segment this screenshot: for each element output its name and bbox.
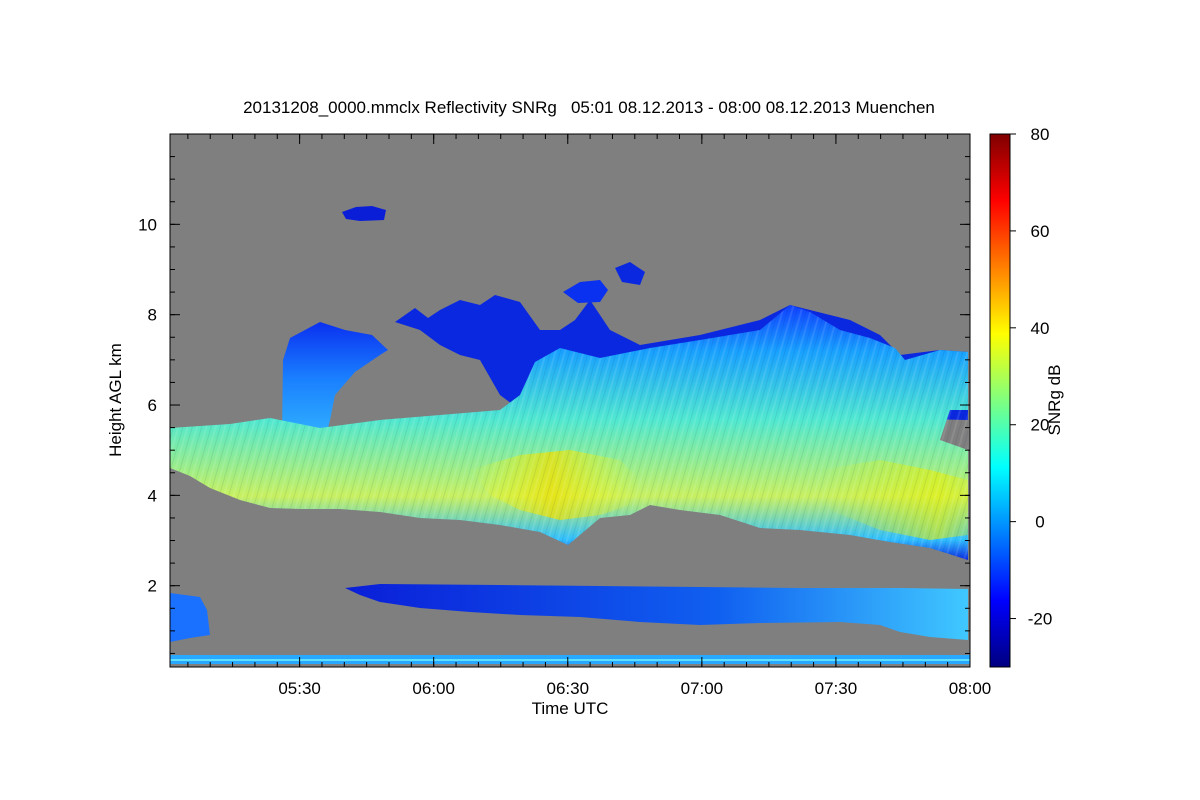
- near-surface-clutter: [170, 593, 210, 642]
- colorbar-tick-label: 40: [1031, 319, 1050, 338]
- chart-title: 20131208_0000.mmclx Reflectivity SNRg 05…: [243, 98, 935, 117]
- colorbar-axis: -20 0 20 40 60 80: [1010, 125, 1052, 629]
- x-tick-label: 05:30: [278, 679, 321, 698]
- y-tick-label: 8: [148, 306, 157, 325]
- colorbar-tick-label: -20: [1028, 610, 1053, 629]
- ground-band-core: [170, 659, 970, 661]
- y-tick-label: 4: [148, 486, 157, 505]
- lower-cloud-layer: [345, 584, 968, 640]
- main-cloud-streaks: [170, 305, 968, 560]
- upper-cloud-patch: [563, 280, 608, 303]
- upper-cloud-tower: [282, 322, 388, 436]
- upper-cloud-patch: [342, 206, 386, 221]
- colorbar: [989, 133, 1011, 668]
- colorbar-label: SNRg dB: [1045, 365, 1064, 436]
- x-tick-label: 06:00: [412, 679, 455, 698]
- y-tick-label: 6: [148, 396, 157, 415]
- colorbar-tick-label: 20: [1031, 416, 1050, 435]
- x-axis-label: Time UTC: [532, 699, 609, 718]
- x-tick-label: 07:30: [815, 679, 858, 698]
- y-axis: 2 4 6 8 10: [138, 133, 970, 654]
- x-axis: 05:30 06:00 06:30 07:00 07:30 08:00: [187, 134, 992, 698]
- colorbar-tick-label: 0: [1035, 513, 1044, 532]
- y-tick-label: 2: [148, 577, 157, 596]
- colorbar-tick-label: 80: [1031, 125, 1050, 144]
- y-axis-label: Height AGL km: [106, 343, 125, 457]
- colorbar-tick-label: 60: [1031, 222, 1050, 241]
- x-tick-label: 08:00: [949, 679, 992, 698]
- x-tick-label: 06:30: [546, 679, 589, 698]
- x-tick-label: 07:00: [681, 679, 724, 698]
- upper-cloud-patch: [615, 262, 645, 285]
- y-tick-label: 10: [138, 215, 157, 234]
- plot-frame: [169, 133, 971, 668]
- heatmap-layer: [170, 206, 970, 664]
